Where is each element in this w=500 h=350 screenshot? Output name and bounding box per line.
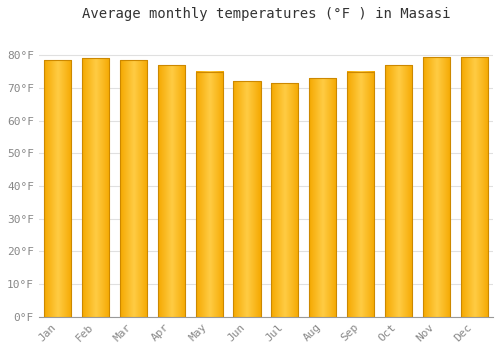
Bar — [234, 81, 260, 317]
Bar — [271, 83, 298, 317]
Title: Average monthly temperatures (°F ) in Masasi: Average monthly temperatures (°F ) in Ma… — [82, 7, 450, 21]
Bar — [422, 57, 450, 317]
Bar — [196, 71, 223, 317]
Bar — [82, 58, 109, 317]
Bar — [309, 78, 336, 317]
Bar — [385, 65, 412, 317]
Bar — [44, 60, 72, 317]
Bar — [347, 71, 374, 317]
Bar — [120, 60, 147, 317]
Bar — [460, 57, 488, 317]
Bar — [158, 65, 185, 317]
